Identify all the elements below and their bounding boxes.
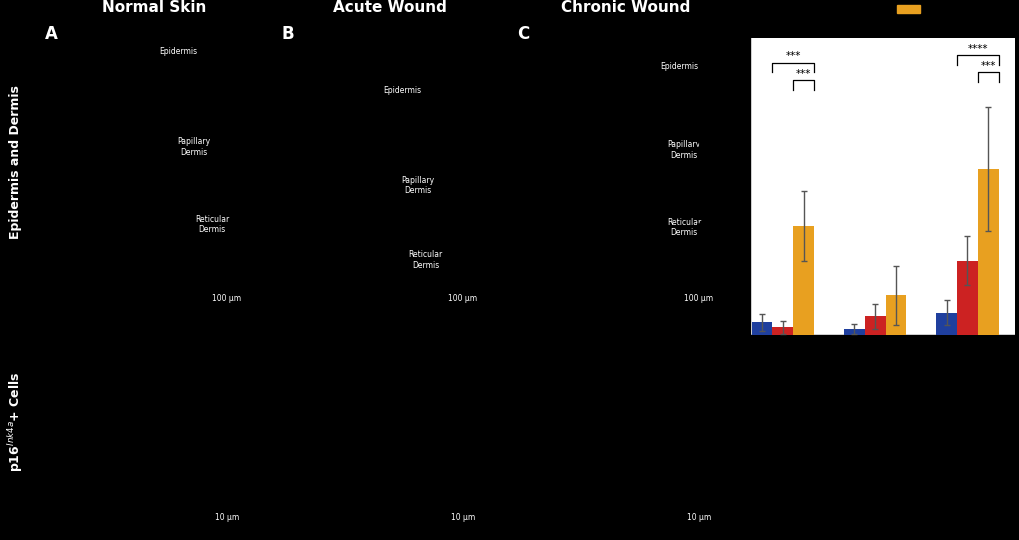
Text: Epidermis: Epidermis [659, 62, 698, 71]
Legend: Normal skin, Acute wound, Chronic wound: Normal skin, Acute wound, Chronic wound [891, 0, 1019, 21]
Text: Reticular
Dermis: Reticular Dermis [195, 214, 229, 234]
Bar [844, 329, 864, 335]
Bar [793, 226, 813, 335]
Text: 10 μm: 10 μm [450, 513, 475, 522]
Text: 100 μm: 100 μm [447, 294, 477, 303]
Text: 10 μm: 10 μm [686, 513, 710, 522]
Bar [977, 169, 998, 335]
Text: Epidermis: Epidermis [383, 86, 421, 95]
Text: Epidermis: Epidermis [159, 48, 197, 56]
Text: Reticular
Dermis: Reticular Dermis [666, 218, 700, 237]
Bar [884, 295, 905, 335]
Text: 10 μm: 10 μm [214, 513, 238, 522]
Text: D: D [691, 14, 704, 32]
Text: p16$^{Ink4a}$+ Cells: p16$^{Ink4a}$+ Cells [6, 371, 24, 471]
Text: Papillary
Dermis: Papillary Dermis [666, 140, 699, 160]
Text: A: A [45, 25, 58, 43]
Text: C: C [517, 25, 529, 43]
Bar [935, 313, 956, 335]
Text: Epidermis and Dermis: Epidermis and Dermis [9, 85, 21, 239]
Title: Acute Wound: Acute Wound [333, 0, 446, 15]
Text: ***: *** [795, 69, 810, 79]
Text: ***: *** [979, 61, 995, 71]
Title: Normal Skin: Normal Skin [102, 0, 206, 15]
Text: Papillary
Dermis: Papillary Dermis [401, 176, 434, 195]
Bar [751, 322, 771, 335]
Text: ****: **** [967, 44, 987, 54]
Title: Chronic Wound: Chronic Wound [560, 0, 690, 15]
Text: Papillary
Dermis: Papillary Dermis [176, 137, 210, 157]
Bar [956, 261, 977, 335]
Text: 100 μm: 100 μm [212, 294, 242, 303]
Bar [864, 316, 884, 335]
Y-axis label: p16$^{ink4a}$+ Cells: p16$^{ink4a}$+ Cells [694, 136, 712, 237]
Text: B: B [281, 25, 293, 43]
Text: Reticular
Dermis: Reticular Dermis [408, 251, 442, 269]
Bar [771, 327, 793, 335]
Text: ***: *** [785, 51, 800, 62]
Text: 100 μm: 100 μm [684, 294, 712, 303]
